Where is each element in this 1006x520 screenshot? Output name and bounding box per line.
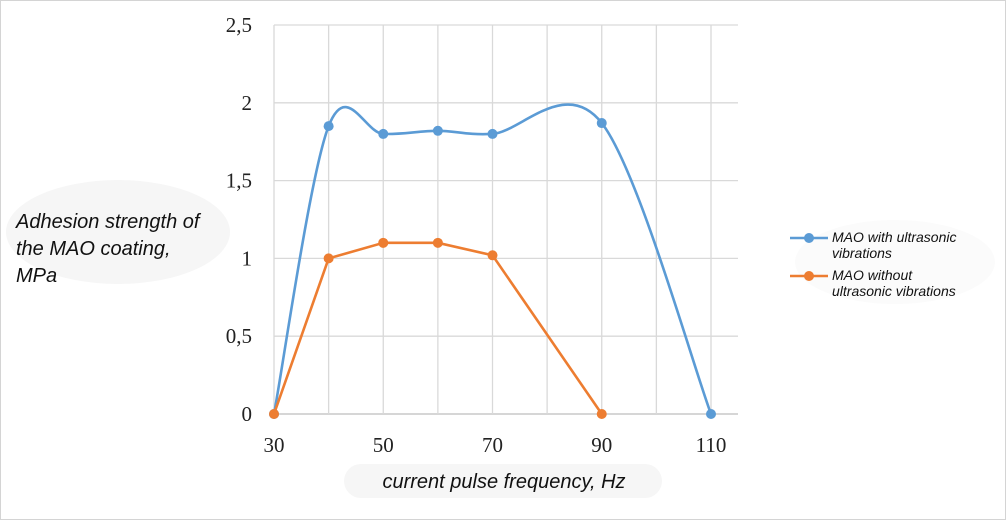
legend-entry-line: MAO with ultrasonic [832,229,956,245]
y-label-highlight [6,180,230,284]
y-tick-label: 0 [242,402,253,426]
series-group [269,103,716,419]
y-axis-label-line: Adhesion strength of [15,211,202,233]
data-point-series-1 [378,128,389,139]
data-point-series-2 [378,237,389,248]
legend-entry-line: MAO without [832,267,913,283]
x-tick-label: 30 [264,433,285,457]
y-axis-label-line: MPa [16,265,57,287]
y-axis-ticks: 0 0,5 1 1,5 2 2,5 [226,13,252,426]
legend-entry-2: MAO without ultrasonic vibrations [832,267,956,299]
y-tick-label: 2,5 [226,13,252,37]
x-tick-label: 110 [696,433,727,457]
y-tick-label: 1,5 [226,169,252,193]
data-point-series-1 [432,125,443,136]
y-tick-label: 1 [242,246,253,270]
y-axis-label-line: the MAO coating, [16,238,171,260]
x-tick-label: 70 [482,433,503,457]
data-point-series-1 [596,118,607,129]
x-axis-label: current pulse frequency, Hz [382,471,625,493]
y-axis-label: Adhesion strength of the MAO coating, MPa [15,211,202,287]
x-axis-ticks: 30 50 70 90 110 [264,433,727,457]
legend: MAO with ultrasonic vibrations MAO without… [790,229,956,299]
data-point-series-2 [323,253,334,264]
data-point-series-2 [432,237,443,248]
data-point-series-1 [487,128,498,139]
legend-highlight [795,220,995,304]
x-tick-label: 50 [373,433,394,457]
y-tick-label: 0,5 [226,324,252,348]
y-tick-label: 2 [242,91,253,115]
series-line-2 [272,241,603,415]
x-tick-label: 90 [591,433,612,457]
legend-entry-line: vibrations [832,245,892,261]
grid-lines [273,24,738,415]
legend-swatch-marker [804,233,814,243]
data-point-series-1 [323,121,334,132]
legend-swatch-marker [804,271,814,281]
legend-entry-line: ultrasonic vibrations [832,283,956,299]
x-label-highlight [344,464,662,498]
legend-entry-1: MAO with ultrasonic vibrations [832,229,956,261]
data-point-series-2 [596,409,607,419]
data-point-series-2 [269,409,279,419]
data-point-series-1 [706,409,716,419]
data-point-series-2 [487,250,498,261]
